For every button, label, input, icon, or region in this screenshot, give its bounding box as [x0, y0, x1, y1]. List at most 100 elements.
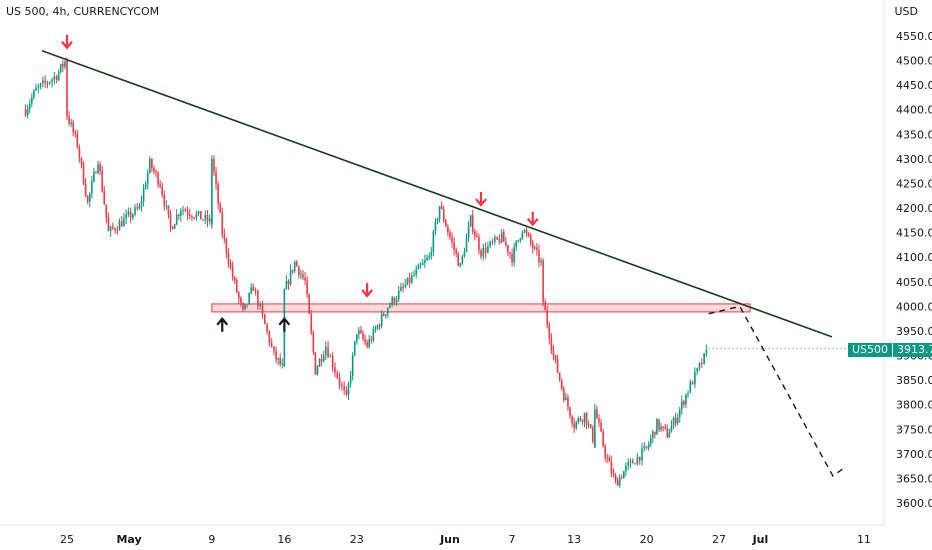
chart-title: US 500, 4h, CURRENCYCOM — [6, 5, 160, 18]
candle-body — [39, 83, 42, 87]
candle-body — [127, 211, 130, 215]
candle-body — [324, 346, 327, 356]
y-tick-label: 3600.0 — [896, 497, 932, 510]
candle-body — [471, 215, 474, 232]
candle-body — [432, 231, 435, 253]
candle-body — [169, 213, 172, 227]
candle-body — [93, 172, 95, 182]
candle-body — [48, 82, 51, 84]
candle-body — [436, 219, 439, 222]
candle-body — [596, 409, 598, 419]
candle-body — [509, 252, 511, 254]
x-tick-label: 11 — [857, 533, 871, 546]
candle-body — [180, 210, 182, 216]
candle-body — [577, 418, 580, 422]
candle-body — [608, 458, 611, 462]
candle-body — [227, 253, 230, 264]
candle-body — [705, 349, 708, 354]
candle-body — [44, 80, 46, 83]
candle-body — [487, 246, 489, 253]
candle-body — [513, 247, 515, 263]
candle-body — [620, 477, 623, 479]
candle-body — [368, 339, 371, 347]
candle-body — [457, 253, 460, 266]
candle-body — [421, 262, 424, 266]
candle-body — [112, 226, 114, 229]
candle-body — [505, 241, 507, 245]
candle-body — [438, 206, 441, 220]
candle-body — [248, 293, 250, 305]
y-tick-label: 4350.0 — [896, 128, 932, 141]
candle-body — [550, 338, 553, 350]
candle-body — [131, 214, 134, 218]
candle-body — [484, 247, 487, 253]
candle-body — [662, 426, 664, 428]
candle-body — [64, 61, 66, 67]
candle-body — [395, 299, 398, 303]
candle-body — [173, 224, 176, 229]
last-price-tag: US500 3913.7 — [848, 343, 932, 357]
candle-body — [585, 412, 588, 425]
candle-body — [558, 372, 561, 381]
candle-body — [270, 342, 273, 347]
candle-body — [685, 394, 687, 405]
candle-body — [413, 274, 415, 276]
candle-body — [571, 416, 573, 424]
candle-body — [146, 172, 149, 185]
candle-body — [676, 417, 679, 424]
candle-body — [623, 471, 625, 479]
candle-body — [33, 90, 35, 98]
candle-body — [302, 274, 304, 278]
candle-body — [374, 328, 377, 330]
candle-body — [358, 330, 360, 335]
down-arrow-icon — [526, 211, 539, 227]
candle-body — [298, 266, 300, 275]
candle-body — [231, 266, 234, 278]
candle-body — [694, 371, 696, 385]
candle-body — [343, 385, 345, 391]
candle-body — [250, 287, 253, 294]
candle-body — [88, 193, 91, 202]
y-tick-label: 4150.0 — [896, 227, 932, 240]
candle-body — [273, 346, 275, 352]
candle-body — [449, 232, 451, 238]
candle-body — [696, 368, 698, 372]
downtrend-line — [41, 49, 833, 338]
candle-body — [645, 446, 648, 448]
candle-body — [295, 261, 298, 267]
candle-body — [428, 255, 431, 258]
candle-body — [362, 332, 364, 340]
candle-body — [55, 76, 58, 81]
candle-body — [447, 226, 449, 233]
candle-body — [687, 392, 689, 395]
candle-body — [625, 465, 627, 472]
y-tick-label: 3650.0 — [896, 472, 932, 485]
candle-body — [70, 122, 72, 124]
candle-body — [459, 263, 462, 266]
down-arrow-icon — [475, 192, 487, 207]
candle-body — [356, 334, 358, 342]
candle-body — [35, 87, 37, 91]
x-tick-label: 27 — [712, 533, 726, 546]
x-tick-label: 9 — [208, 533, 215, 546]
candle-body — [411, 275, 413, 283]
candle-body — [507, 244, 509, 253]
candle-body — [316, 366, 319, 375]
candle-body — [233, 277, 236, 281]
candle-body — [636, 456, 639, 465]
candle-body — [476, 235, 478, 238]
candle-body — [310, 313, 313, 333]
candle-body — [42, 80, 44, 84]
candle-body — [391, 297, 394, 305]
candle-body — [604, 446, 606, 458]
candle-body — [540, 260, 542, 263]
candle-body — [573, 423, 575, 428]
last-price-symbol: US500 — [848, 343, 893, 357]
candle-body — [289, 269, 292, 285]
candle-body — [521, 231, 524, 239]
up-arrow-icon — [216, 317, 229, 332]
candle-body — [536, 247, 538, 251]
candle-body — [51, 79, 53, 83]
y-tick-label: 4550.0 — [896, 30, 932, 43]
candle-body — [329, 356, 332, 358]
